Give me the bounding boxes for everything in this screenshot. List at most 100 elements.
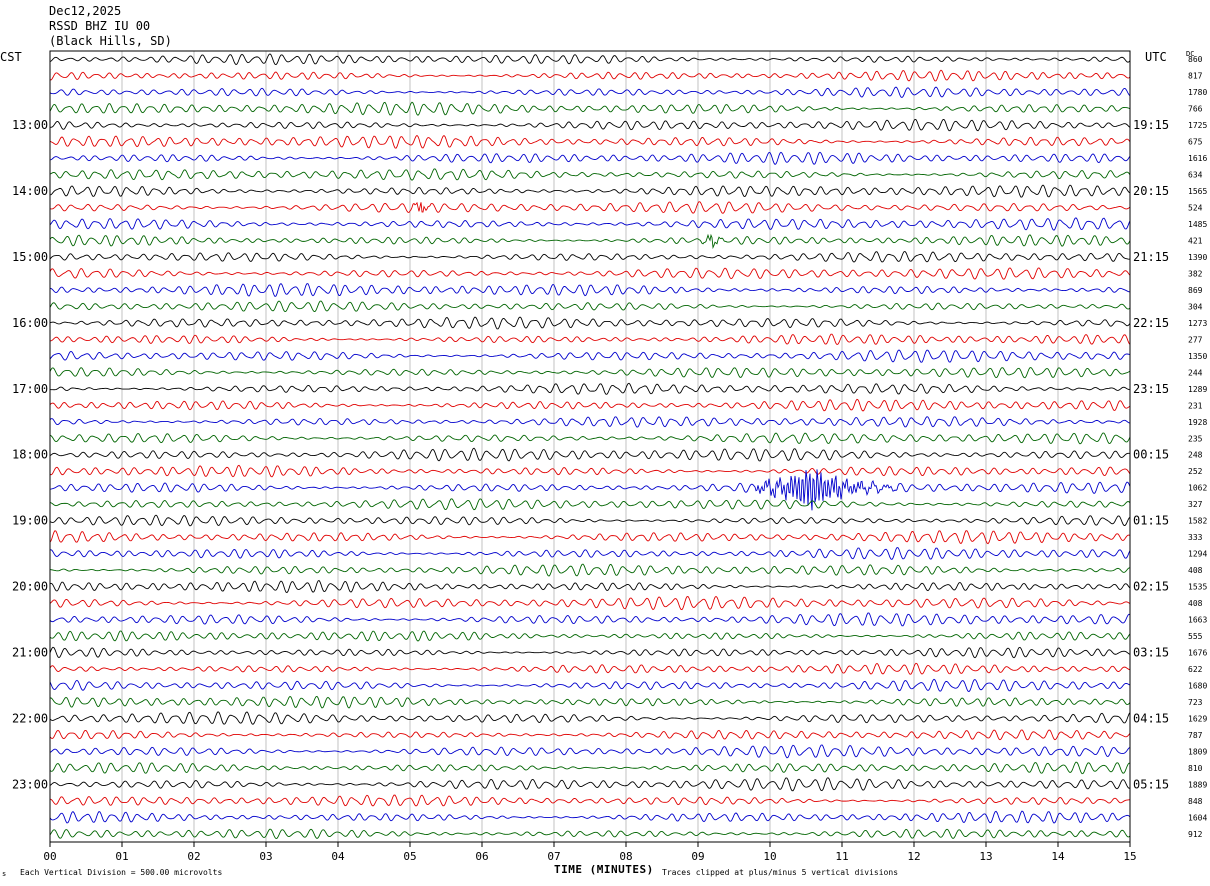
seismic-trace [49,514,1131,527]
dc-offset-value: 408 [1188,566,1203,575]
dc-offset-value: 1294 [1188,550,1207,559]
dc-offset-value: 1485 [1188,220,1207,229]
dc-offset-value: 277 [1188,335,1203,344]
left-hour-label: 20:00 [12,580,48,594]
dc-offset-value: 810 [1188,764,1203,773]
seismic-trace [49,53,1131,66]
seismic-trace [49,810,1131,824]
seismic-trace [49,828,1131,840]
right-hour-label: 01:15 [1133,514,1169,528]
dc-offset-value: 382 [1188,269,1203,278]
seismic-trace [49,729,1131,741]
seismic-trace [49,118,1131,132]
x-tick-label: 10 [763,850,776,863]
right-hour-label: 19:15 [1133,118,1169,132]
plot-date: Dec12,2025 [49,4,122,18]
label-group: 00 01 02 03 04 05 06 07 08 09 10 11 12 13 14 15 13:00 19:… [12,55,1207,863]
x-tick-label: 12 [907,850,920,863]
dc-offset-value: 327 [1188,500,1203,509]
x-tick-label: 04 [331,850,345,863]
x-tick-label: 03 [259,850,272,863]
seismic-trace [49,382,1131,395]
x-tick-label: 05 [403,850,416,863]
dc-offset-value: 1889 [1188,780,1207,789]
right-hour-label: 05:15 [1133,777,1169,791]
seismic-trace [49,662,1131,675]
dc-offset-value: 1680 [1188,681,1207,690]
seismic-trace [49,201,1131,214]
seismic-trace [49,678,1131,693]
left-hour-label: 22:00 [12,711,48,725]
x-tick-label: 01 [115,850,128,863]
dc-offset-value: 817 [1188,72,1203,81]
x-tick-label: 02 [187,850,200,863]
left-hour-label: 17:00 [12,382,48,396]
right-timezone-label: UTC [1145,50,1167,64]
seismic-trace [49,447,1131,462]
seismic-trace [49,744,1131,759]
seismic-trace [49,151,1131,165]
dc-offset-value: 1273 [1188,319,1207,328]
dc-offset-value: 1809 [1188,747,1207,756]
seismic-trace [49,101,1131,116]
x-tick-label: 06 [475,850,488,863]
left-hour-label: 21:00 [12,645,48,659]
dc-offset-value: 252 [1188,467,1203,476]
dc-offset-value: 1604 [1188,813,1207,822]
dc-offset-value: 787 [1188,731,1203,740]
seismic-trace [49,646,1131,659]
dc-offset-value: 1725 [1188,121,1207,130]
seismic-trace [49,695,1131,709]
seismic-trace [49,250,1131,263]
left-hour-label: 15:00 [12,250,48,264]
dc-offset-value: 524 [1188,204,1203,213]
dc-offset-value: 723 [1188,698,1203,707]
seismic-trace [49,794,1131,807]
dc-offset-value: 860 [1188,55,1203,64]
seismic-trace [49,469,1131,511]
seismic-trace [49,432,1131,445]
dc-offset-value: 766 [1188,105,1203,114]
dc-offset-value: 304 [1188,302,1203,311]
seismic-trace [49,630,1131,642]
seismic-trace [49,498,1131,511]
seismic-trace [49,168,1131,181]
trace-group [49,53,1131,840]
right-hour-label: 03:15 [1133,645,1169,659]
left-hour-label: 16:00 [12,316,48,330]
dc-offset-value: 231 [1188,401,1203,410]
x-tick-label: 13 [979,850,992,863]
x-tick-label: 14 [1051,850,1065,863]
dc-offset-value: 244 [1188,368,1203,377]
dc-offset-value: 1535 [1188,583,1207,592]
dc-offset-value: 235 [1188,434,1203,443]
scale-note: Each Vertical Division = 500.00 microvol… [20,868,223,877]
dc-offset-value: 1629 [1188,714,1207,723]
seismic-trace [49,612,1131,627]
x-axis-title: TIME (MINUTES) [554,863,654,876]
seismic-trace [49,86,1131,99]
seismic-trace [49,464,1131,478]
dc-column-label: DC [1186,50,1195,58]
seismic-trace [49,333,1131,346]
corner-mark: s [2,870,7,878]
right-hour-label: 00:15 [1133,448,1169,462]
left-hour-label: 18:00 [12,448,48,462]
seismic-trace [49,547,1131,560]
seismic-trace [49,367,1131,379]
seismic-trace [49,563,1131,577]
x-tick-label: 08 [619,850,632,863]
x-tick-label: 15 [1123,850,1136,863]
right-hour-label: 22:15 [1133,316,1169,330]
dc-offset-value: 622 [1188,665,1203,674]
dc-offset-value: 634 [1188,171,1203,180]
seismic-trace [49,267,1131,280]
seismic-trace [49,398,1131,412]
seismic-trace [49,283,1131,298]
clip-note: Traces clipped at plus/minus 5 vertical … [662,868,899,877]
dc-offset-value: 1780 [1188,88,1207,97]
dc-offset-value: 675 [1188,138,1203,147]
seismic-trace [49,217,1131,231]
seismic-trace [49,761,1131,775]
